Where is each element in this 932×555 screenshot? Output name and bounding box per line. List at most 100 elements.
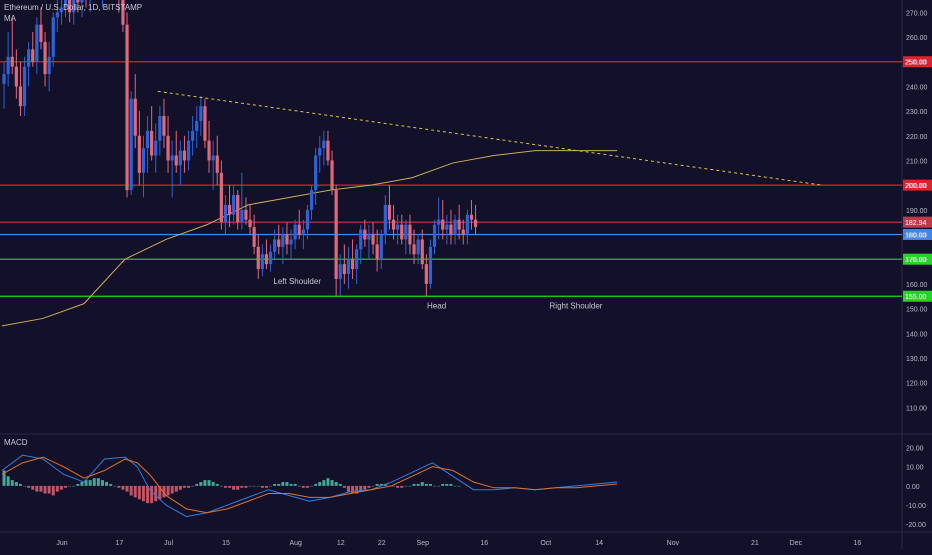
- candle-body-74: [305, 209, 310, 230]
- candle-body-32: [133, 98, 137, 136]
- candle-body-79: [326, 140, 330, 161]
- macd-hist-bar-24: [100, 480, 104, 486]
- macd-hist-bar-64: [264, 485, 268, 488]
- macd-hist-bar-50: [207, 480, 211, 486]
- macd-hist-bar-74: [305, 485, 309, 488]
- macd-hist-bar-29: [121, 485, 125, 490]
- candle-body-66: [273, 239, 277, 252]
- level-label-0: 250.00: [905, 60, 927, 67]
- macd-hist-bar-13: [55, 485, 59, 492]
- price-tick-2: 250.00: [906, 60, 928, 67]
- level-tag-1: [903, 179, 932, 191]
- candle-body-110: [453, 219, 457, 235]
- macd-hist-bar-79: [326, 478, 330, 486]
- candle-body-48: [199, 106, 203, 121]
- macd-hist-bar-95: [392, 485, 396, 487]
- macd-hist-bar-63: [260, 485, 264, 488]
- candle-body-59: [244, 209, 248, 220]
- macd-hist-bar-58: [240, 485, 244, 488]
- macd-hist-bar-36: [150, 485, 154, 504]
- candle-body-18: [76, 0, 80, 3]
- macd-hist-bar-21: [88, 480, 92, 486]
- macd-hist-bar-93: [383, 483, 387, 486]
- macd-hist-bar-25: [105, 482, 109, 486]
- candle-body-43: [178, 150, 182, 166]
- macd-hist-bar-73: [301, 485, 305, 488]
- macd-hist-bar-87: [359, 485, 363, 492]
- candle-body-76: [314, 155, 318, 191]
- candle-body-72: [297, 224, 301, 235]
- macd-hist-bar-97: [400, 485, 404, 488]
- price-tick-15: 120.00: [906, 381, 928, 388]
- macd-hist-bar-91: [375, 483, 379, 486]
- level-label-1: 200.00: [905, 183, 927, 190]
- macd-hist-bar-61: [252, 485, 256, 487]
- macd-hist-bar-9: [39, 485, 43, 492]
- macd-hist-bar-110: [453, 485, 457, 487]
- macd-hist-bar-42: [174, 485, 178, 492]
- candle-body-100: [412, 244, 416, 255]
- macd-hist-bar-98: [404, 485, 408, 487]
- macd-tick-0: 20.00: [906, 446, 924, 453]
- candle-body-60: [248, 219, 252, 228]
- macd-hist-bar-96: [396, 485, 400, 488]
- price-tick-5: 220.00: [906, 134, 928, 141]
- candle-body-54: [223, 204, 228, 223]
- macd-hist-bar-45: [187, 485, 191, 488]
- candle-body-65: [268, 251, 273, 265]
- level-tag-4: [903, 253, 932, 265]
- candle-body-19: [80, 0, 84, 3]
- time-tick-11: Nov: [667, 540, 680, 547]
- macd-hist-bar-16: [68, 485, 72, 487]
- candle-body-98: [404, 224, 408, 240]
- time-tick-14: 16: [854, 540, 862, 547]
- candle-body-33: [137, 135, 141, 173]
- candle-body-16: [68, 0, 72, 13]
- macd-hist-bar-76: [314, 483, 318, 486]
- candle-body-56: [232, 195, 236, 215]
- macd-hist-bar-44: [182, 485, 186, 488]
- candle-body-55: [227, 204, 232, 215]
- level-label-2: 182.94: [905, 220, 927, 227]
- macd-hist-bar-108: [445, 483, 449, 486]
- macd-hist-bar-102: [420, 482, 424, 486]
- macd-hist-bar-104: [428, 483, 432, 486]
- candle-body-61: [252, 227, 256, 247]
- macd-hist-bar-89: [367, 485, 371, 488]
- macd-hist-bar-60: [248, 485, 252, 487]
- candle-body-87: [359, 229, 363, 250]
- candle-body-15: [63, 0, 68, 8]
- macd-hist-bar-2: [10, 480, 14, 486]
- macd-hist-bar-57: [236, 485, 240, 490]
- candle-body-103: [424, 264, 428, 284]
- macd-hist-bar-20: [84, 480, 88, 486]
- macd-hist-bar-18: [76, 483, 80, 486]
- candle-body-109: [449, 224, 453, 235]
- macd-hist-bar-71: [293, 483, 297, 486]
- candle-body-84: [346, 259, 351, 275]
- macd-hist-bar-1: [6, 476, 10, 486]
- macd-hist-bar-51: [211, 482, 215, 486]
- macd-hist-bar-65: [269, 485, 273, 487]
- macd-hist-bar-35: [146, 485, 150, 504]
- macd-hist-bar-85: [351, 485, 355, 494]
- price-tick-7: 200.00: [906, 183, 928, 190]
- macd-hist-bar-23: [96, 478, 100, 486]
- macd-hist-bar-92: [379, 483, 383, 486]
- time-tick-7: Sep: [417, 540, 430, 547]
- macd-hist-bar-88: [363, 485, 367, 490]
- price-tick-4: 230.00: [906, 109, 928, 116]
- candle-body-38: [158, 116, 162, 141]
- candle-body-111: [457, 219, 461, 230]
- candle-body-105: [432, 224, 437, 247]
- candle-body-68: [281, 234, 285, 247]
- time-tick-0: Jun: [56, 540, 67, 547]
- candle-body-107: [441, 219, 445, 230]
- level-label-4: 170.00: [905, 257, 927, 264]
- candle-body-8: [35, 24, 39, 62]
- annotation-0: Left Shoulder: [273, 277, 321, 286]
- candle-body-14: [59, 7, 64, 13]
- candle-body-96: [396, 224, 400, 230]
- level-label-5: 155.00: [905, 294, 927, 301]
